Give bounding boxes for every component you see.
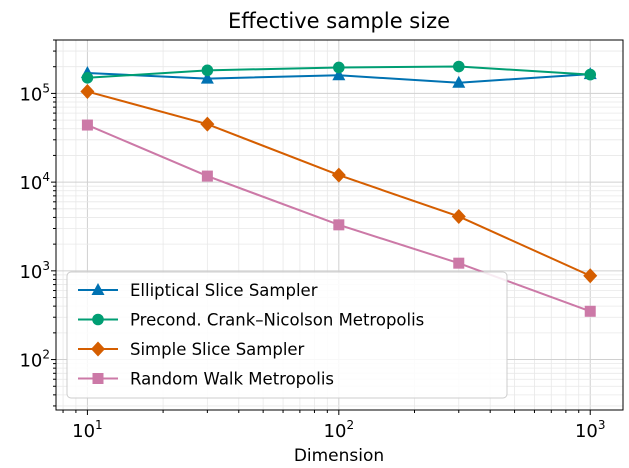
- axis-ticks: 101 102 103 102 103 104 105: [19, 39, 606, 442]
- legend-marker: [91, 283, 105, 295]
- data-point: [583, 268, 598, 284]
- legend-label: Precond. Crank–Nicolson Metropolis: [130, 311, 424, 330]
- legend-item: Simple Slice Sampler: [78, 340, 305, 359]
- legend-marker: [92, 313, 104, 326]
- legend: Elliptical Slice Sampler Precond. Crank–N…: [66, 271, 508, 399]
- plot-frame: [55, 39, 624, 411]
- legend-label: Simple Slice Sampler: [130, 340, 305, 359]
- data-point: [200, 116, 215, 132]
- data-point: [584, 68, 597, 81]
- x-tick-label: 101: [72, 418, 103, 442]
- data-point: [200, 71, 214, 84]
- series-diamond: [80, 84, 598, 284]
- legend-item: Precond. Crank–Nicolson Metropolis: [78, 311, 424, 330]
- y-tick-label: 104: [19, 170, 50, 194]
- data-point: [584, 305, 596, 317]
- y-tick-label: 103: [19, 259, 50, 283]
- chart-title: Effective sample size: [228, 9, 450, 33]
- data-point: [81, 71, 94, 84]
- series-circle: [81, 60, 597, 84]
- data-point: [331, 167, 346, 183]
- y-tick-label: 105: [19, 81, 50, 105]
- data-point: [453, 257, 465, 269]
- legend-marker: [92, 373, 104, 384]
- legend-item: Elliptical Slice Sampler: [78, 281, 318, 300]
- legend-marker: [91, 341, 105, 357]
- legend-item: Random Walk Metropolis: [78, 370, 334, 389]
- legend-label: Random Walk Metropolis: [130, 370, 334, 389]
- data-point: [333, 61, 345, 74]
- x-tick-label: 102: [324, 418, 355, 442]
- y-tick-label: 102: [19, 348, 50, 372]
- data-point: [452, 75, 466, 88]
- legend-label: Elliptical Slice Sampler: [130, 281, 318, 300]
- data-point: [201, 64, 214, 77]
- data-point: [80, 84, 95, 100]
- data-point: [451, 208, 466, 224]
- data-point: [452, 60, 465, 73]
- data-point: [332, 68, 346, 81]
- data-point: [201, 170, 213, 182]
- x-axis-label: Dimension: [294, 446, 384, 466]
- legend-box: [66, 271, 508, 399]
- data-point: [333, 219, 345, 231]
- x-tick-label: 103: [575, 418, 606, 442]
- data-point: [81, 119, 93, 131]
